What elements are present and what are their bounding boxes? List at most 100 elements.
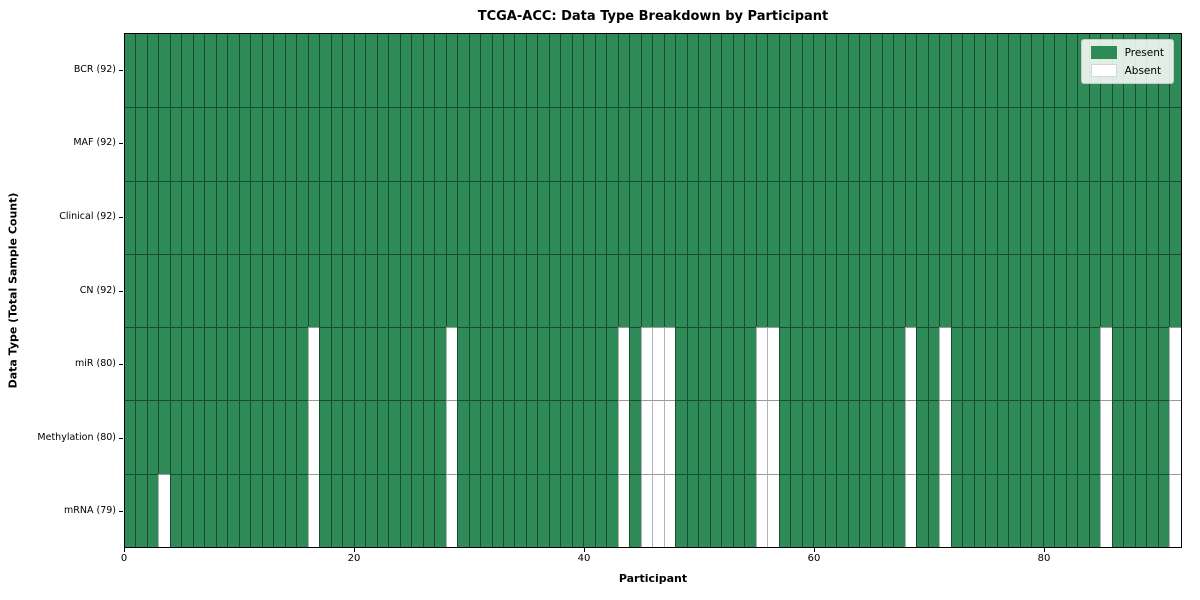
heatmap-cell xyxy=(146,253,159,328)
heatmap-cell xyxy=(594,400,607,474)
heatmap-cell xyxy=(365,180,377,254)
heatmap-cell xyxy=(1111,180,1124,254)
heatmap-plot-area xyxy=(124,33,1182,548)
heatmap-cell xyxy=(1100,327,1112,401)
heatmap-cell xyxy=(813,180,825,254)
heatmap-cell xyxy=(847,473,859,547)
heatmap-cell xyxy=(365,253,377,328)
heatmap-cell xyxy=(468,473,481,547)
heatmap-cell xyxy=(1134,107,1147,181)
heatmap-cell xyxy=(996,180,1009,254)
heatmap-cell xyxy=(1008,473,1020,547)
heatmap-cell xyxy=(434,327,446,401)
absent-swatch-icon xyxy=(1090,64,1117,77)
heatmap-cell xyxy=(307,327,320,401)
heatmap-cell xyxy=(192,34,205,108)
heatmap-cell xyxy=(732,34,745,108)
heatmap-cell xyxy=(457,400,469,474)
heatmap-cell xyxy=(158,473,170,547)
heatmap-cell xyxy=(353,253,366,328)
heatmap-cell xyxy=(870,34,882,108)
heatmap-cell xyxy=(732,473,745,547)
heatmap-cell xyxy=(847,34,859,108)
heatmap-cell xyxy=(457,253,469,328)
heatmap-cell xyxy=(411,473,423,547)
heatmap-cell xyxy=(836,107,848,181)
heatmap-cell xyxy=(1019,253,1032,328)
heatmap-cell xyxy=(744,253,756,328)
heatmap-cell xyxy=(709,253,722,328)
y-tick-mark xyxy=(119,143,123,145)
heatmap-cell xyxy=(709,107,722,181)
heatmap-cell xyxy=(342,400,354,474)
heatmap-cell xyxy=(1065,327,1078,401)
heatmap-cell xyxy=(514,473,526,547)
heatmap-cell xyxy=(790,327,802,401)
heatmap-cell xyxy=(434,253,446,328)
heatmap-cell xyxy=(836,400,848,474)
heatmap-cell xyxy=(388,253,400,328)
heatmap-cell xyxy=(399,34,412,108)
heatmap-row-Clinical xyxy=(125,180,1181,254)
heatmap-cell xyxy=(388,34,400,108)
heatmap-cell xyxy=(192,253,205,328)
heatmap-cell xyxy=(525,253,538,328)
heatmap-cell xyxy=(904,34,917,108)
heatmap-cell xyxy=(571,400,584,474)
heatmap-cell xyxy=(790,34,802,108)
heatmap-cell xyxy=(307,107,320,181)
heatmap-cell xyxy=(767,473,779,547)
heatmap-cell xyxy=(916,400,928,474)
heatmap-cell xyxy=(445,327,458,401)
heatmap-cell xyxy=(468,107,481,181)
heatmap-cell xyxy=(560,400,572,474)
heatmap-cell xyxy=(583,400,595,474)
heatmap-cell xyxy=(215,34,228,108)
heatmap-cell xyxy=(663,327,676,401)
heatmap-cell xyxy=(135,327,147,401)
heatmap-cell xyxy=(1134,400,1147,474)
heatmap-cell xyxy=(801,180,814,254)
heatmap-cell xyxy=(468,180,481,254)
heatmap-cell xyxy=(1042,107,1055,181)
heatmap-cell xyxy=(548,400,561,474)
heatmap-cell xyxy=(583,107,595,181)
heatmap-cell xyxy=(169,473,182,547)
heatmap-cell xyxy=(652,34,664,108)
heatmap-cell xyxy=(376,253,389,328)
heatmap-cell xyxy=(881,107,894,181)
heatmap-cell xyxy=(939,107,951,181)
heatmap-cell xyxy=(950,253,963,328)
heatmap-cell xyxy=(434,473,446,547)
heatmap-cell xyxy=(502,327,515,401)
heatmap-cell xyxy=(491,34,503,108)
heatmap-cell xyxy=(1088,180,1101,254)
heatmap-cell xyxy=(606,400,618,474)
chart-title: TCGA-ACC: Data Type Breakdown by Partici… xyxy=(477,9,829,24)
heatmap-cell xyxy=(778,327,791,401)
heatmap-cell xyxy=(1019,327,1032,401)
heatmap-cell xyxy=(939,327,951,401)
heatmap-cell xyxy=(675,253,687,328)
legend: Present Absent xyxy=(1080,39,1174,84)
heatmap-cell xyxy=(411,107,423,181)
heatmap-cell xyxy=(1019,400,1032,474)
heatmap-cell xyxy=(939,180,951,254)
heatmap-cell xyxy=(353,327,366,401)
y-tick-label: MAF (92) xyxy=(73,137,116,149)
heatmap-cell xyxy=(284,473,297,547)
heatmap-cell xyxy=(606,253,618,328)
heatmap-cell xyxy=(284,107,297,181)
heatmap-cell xyxy=(537,107,549,181)
heatmap-cell xyxy=(273,107,285,181)
heatmap-cell xyxy=(721,400,733,474)
heatmap-cell xyxy=(836,327,848,401)
heatmap-cell xyxy=(824,473,837,547)
heatmap-cell xyxy=(342,327,354,401)
heatmap-cell xyxy=(594,107,607,181)
heatmap-cell xyxy=(181,34,193,108)
heatmap-cell xyxy=(158,107,170,181)
heatmap-cell xyxy=(227,327,239,401)
heatmap-cell xyxy=(525,107,538,181)
y-tick-mark xyxy=(119,437,123,439)
